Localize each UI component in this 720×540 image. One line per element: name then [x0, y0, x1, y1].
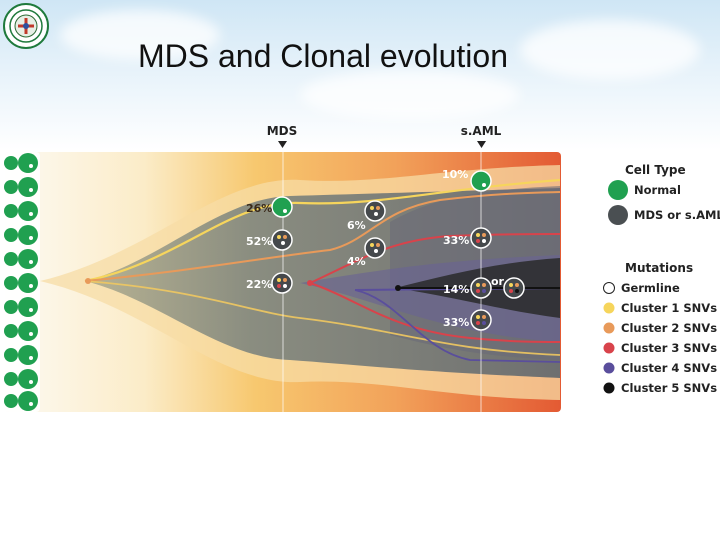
- clone-percent-mds-26: 26%: [246, 202, 272, 215]
- intermediate-cell-6: [364, 200, 386, 222]
- normal-cell-mds: [271, 196, 293, 218]
- legend-germline-swatch: [603, 282, 615, 294]
- cluster1-lower-line: [84, 280, 561, 356]
- aml-cell-33-lower: [470, 309, 492, 331]
- cluster3-origin-dot: [307, 280, 313, 286]
- mds-cell-22: [271, 272, 293, 294]
- legend-cluster3-label: Cluster 3 SNVs: [621, 341, 717, 355]
- clone-percent-aml-33-lower: 33%: [443, 316, 469, 329]
- aml-cell-14: [470, 277, 492, 299]
- legend-cluster2-label: Cluster 2 SNVs: [621, 321, 717, 335]
- timepoint-label-mds: MDS: [267, 124, 298, 138]
- clone-percent-mds-52: 52%: [246, 235, 272, 248]
- clone-percent-mid-6: 6%: [347, 219, 366, 232]
- or-label: or: [491, 275, 505, 288]
- mds-cell-52: [271, 229, 293, 251]
- legend-mds-saml-swatch: [608, 205, 628, 225]
- timepoint-label-saml: s.AML: [461, 124, 502, 138]
- aml-cell-33-upper: [470, 227, 492, 249]
- university-seal-logo: [3, 3, 49, 49]
- legend: Cell Type Normal MDS or s.AML Mutations …: [603, 163, 720, 395]
- intermediate-cell-4: [364, 237, 386, 259]
- legend-mds-saml-label: MDS or s.AML: [634, 208, 720, 222]
- cluster3-upper-line: [309, 233, 561, 284]
- cloud-decoration: [300, 70, 520, 120]
- cluster2-lineage-line: [84, 191, 561, 282]
- legend-normal-label: Normal: [634, 183, 681, 197]
- clone-percent-aml-33-upper: 33%: [443, 234, 469, 247]
- legend-cluster1-swatch: [603, 302, 615, 314]
- legend-cluster2-swatch: [603, 322, 615, 334]
- aml-cell-14-alternative: [503, 277, 525, 299]
- legend-cluster3-swatch: [603, 342, 615, 354]
- legend-cluster5-label: Cluster 5 SNVs: [621, 381, 717, 395]
- cloud-decoration: [60, 10, 220, 60]
- cluster2-origin-dot: [85, 278, 91, 284]
- normal-cell-column: [4, 152, 40, 412]
- cloud-decoration: [520, 20, 700, 80]
- legend-mutations-title: Mutations: [625, 261, 693, 275]
- cluster1-lineage-line: [84, 178, 561, 283]
- timepoint-arrow-saml: [477, 141, 486, 148]
- legend-cluster4-label: Cluster 4 SNVs: [621, 361, 717, 375]
- legend-normal-swatch: [608, 180, 628, 200]
- clone-percent-mds-22: 22%: [246, 278, 272, 291]
- cluster3-lower-line: [309, 282, 561, 343]
- legend-cluster4-swatch: [603, 362, 615, 374]
- legend-cluster1-label: Cluster 1 SNVs: [621, 301, 717, 315]
- cluster4-lineage-line: [354, 289, 561, 363]
- clone-percent-mid-4: 4%: [347, 255, 366, 268]
- legend-cluster5-swatch: [603, 382, 615, 394]
- cluster5-origin-dot: [395, 285, 401, 291]
- clone-percent-aml-10: 10%: [442, 168, 468, 181]
- clone-percent-aml-14: 14%: [443, 283, 469, 296]
- slide-title: MDS and Clonal evolution: [138, 38, 508, 74]
- legend-cell-type-title: Cell Type: [625, 163, 686, 177]
- normal-cell-saml: [470, 170, 492, 192]
- legend-germline-label: Germline: [621, 281, 680, 295]
- timepoint-arrow-mds: [278, 141, 287, 148]
